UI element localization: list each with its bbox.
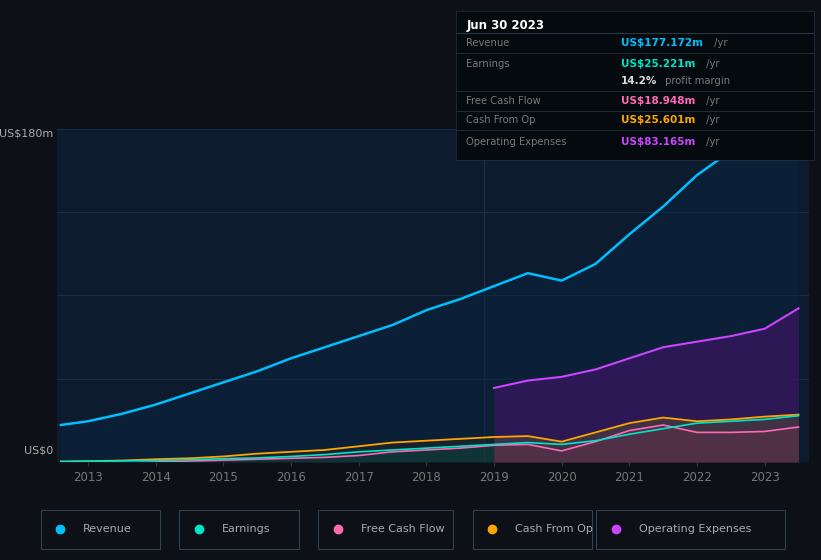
Text: Operating Expenses: Operating Expenses [639,524,751,534]
Text: Earnings: Earnings [466,59,510,69]
Text: Free Cash Flow: Free Cash Flow [466,96,541,106]
Text: US$177.172m: US$177.172m [621,38,703,48]
Text: /yr: /yr [704,59,720,69]
Text: /yr: /yr [712,38,728,48]
Text: /yr: /yr [704,96,720,106]
Text: US$25.601m: US$25.601m [621,115,695,125]
Text: 14.2%: 14.2% [621,77,657,86]
Text: Cash From Op: Cash From Op [466,115,536,125]
Text: Cash From Op: Cash From Op [516,524,593,534]
Text: US$0: US$0 [25,445,53,455]
Text: Revenue: Revenue [466,38,510,48]
Text: Operating Expenses: Operating Expenses [466,137,567,147]
Text: US$25.221m: US$25.221m [621,59,695,69]
Text: /yr: /yr [704,137,720,147]
Text: US$180m: US$180m [0,129,53,139]
Text: Free Cash Flow: Free Cash Flow [361,524,444,534]
Text: US$18.948m: US$18.948m [621,96,695,106]
Text: Revenue: Revenue [83,524,131,534]
Text: Earnings: Earnings [222,524,270,534]
Text: US$83.165m: US$83.165m [621,137,695,147]
Text: Jun 30 2023: Jun 30 2023 [466,18,544,31]
Text: profit margin: profit margin [662,77,730,86]
Text: /yr: /yr [704,115,720,125]
